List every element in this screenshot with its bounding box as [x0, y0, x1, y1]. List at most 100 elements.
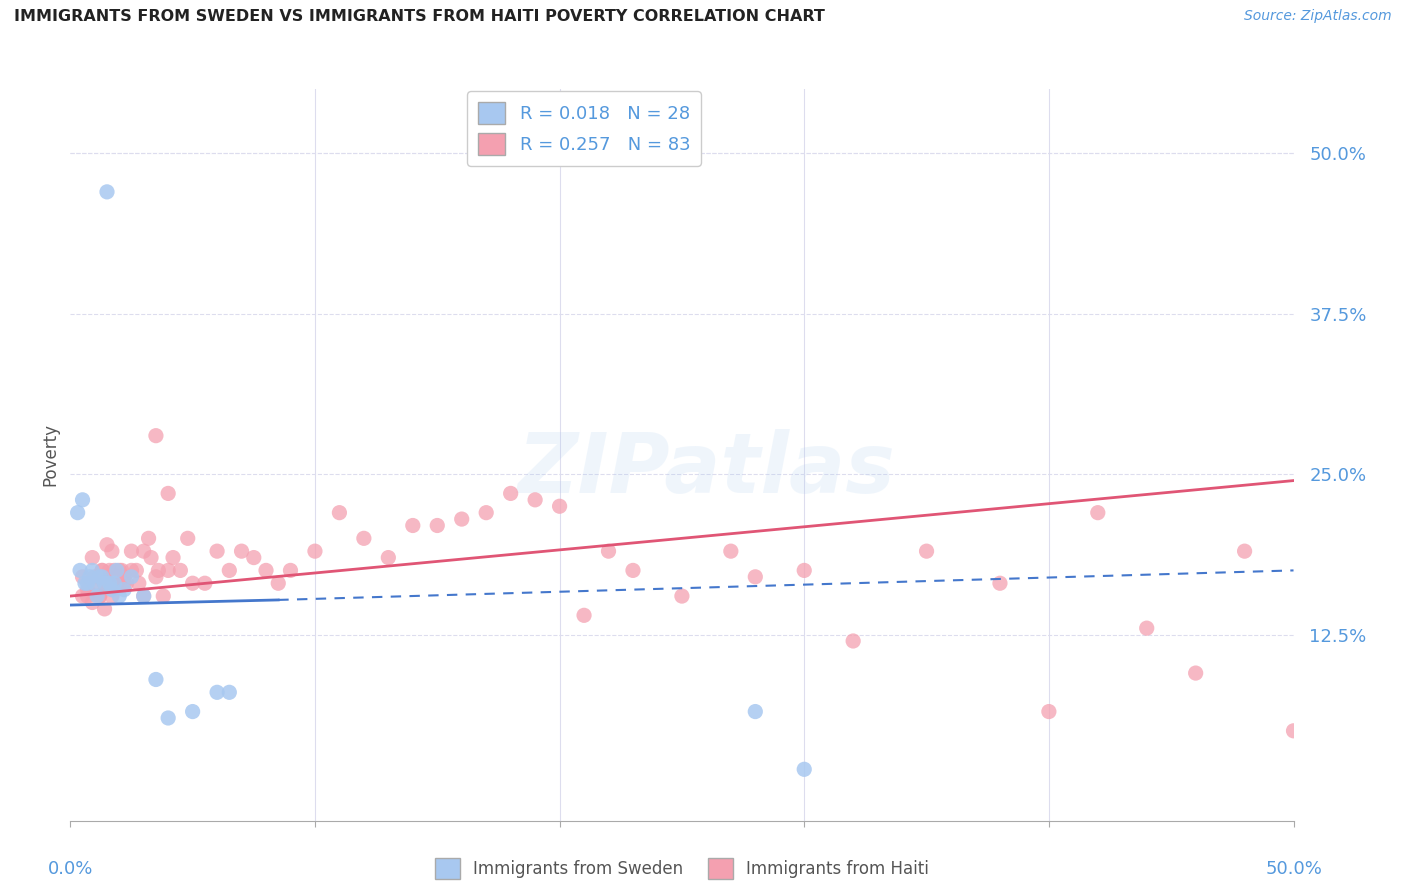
Point: [93, 602, 115, 616]
Text: ZIPatlas: ZIPatlas: [517, 429, 896, 510]
Point: [105, 570, 128, 584]
Point: [402, 518, 425, 533]
Point: [152, 589, 174, 603]
Point: [1087, 506, 1109, 520]
Point: [793, 762, 815, 776]
Point: [218, 563, 240, 577]
Point: [69, 563, 91, 577]
Point: [83, 582, 105, 597]
Point: [138, 532, 160, 546]
Point: [79, 570, 101, 584]
Point: [72, 492, 94, 507]
Point: [132, 544, 155, 558]
Point: [91, 570, 114, 584]
Text: 50.0%: 50.0%: [1265, 860, 1322, 878]
Point: [169, 563, 191, 577]
Point: [499, 486, 522, 500]
Point: [1184, 666, 1206, 681]
Point: [91, 563, 114, 577]
Point: [112, 570, 135, 584]
Point: [157, 486, 180, 500]
Point: [744, 705, 766, 719]
Point: [177, 532, 200, 546]
Point: [139, 550, 162, 565]
Point: [254, 563, 277, 577]
Point: [111, 563, 134, 577]
Point: [121, 544, 143, 558]
Point: [181, 576, 204, 591]
Point: [82, 595, 104, 609]
Point: [76, 589, 98, 603]
Point: [83, 576, 105, 591]
Point: [108, 589, 131, 603]
Point: [162, 550, 184, 565]
Point: [82, 550, 104, 565]
Point: [98, 576, 121, 591]
Point: [231, 544, 253, 558]
Point: [377, 550, 399, 565]
Point: [76, 582, 98, 597]
Point: [205, 685, 228, 699]
Point: [475, 506, 498, 520]
Point: [1282, 723, 1305, 738]
Point: [450, 512, 472, 526]
Point: [128, 576, 150, 591]
Point: [72, 589, 94, 603]
Point: [145, 428, 167, 442]
Legend: Immigrants from Sweden, Immigrants from Haiti: Immigrants from Sweden, Immigrants from …: [427, 852, 936, 886]
Point: [103, 563, 125, 577]
Y-axis label: Poverty: Poverty: [41, 424, 59, 486]
Point: [125, 563, 148, 577]
Point: [243, 550, 266, 565]
Point: [112, 582, 135, 597]
Point: [988, 576, 1011, 591]
Point: [89, 570, 111, 584]
Point: [145, 570, 167, 584]
Point: [1136, 621, 1159, 635]
Point: [793, 563, 815, 577]
Point: [194, 576, 217, 591]
Point: [328, 506, 350, 520]
Point: [103, 576, 125, 591]
Point: [98, 570, 121, 584]
Point: [205, 544, 228, 558]
Point: [86, 589, 108, 603]
Point: [148, 563, 170, 577]
Point: [353, 532, 375, 546]
Point: [621, 563, 644, 577]
Point: [76, 576, 98, 591]
Point: [103, 576, 125, 591]
Point: [101, 582, 124, 597]
Text: IMMIGRANTS FROM SWEDEN VS IMMIGRANTS FROM HAITI POVERTY CORRELATION CHART: IMMIGRANTS FROM SWEDEN VS IMMIGRANTS FRO…: [14, 9, 825, 24]
Point: [157, 563, 180, 577]
Point: [93, 576, 115, 591]
Point: [132, 589, 155, 603]
Point: [83, 570, 105, 584]
Point: [73, 576, 96, 591]
Point: [82, 563, 104, 577]
Point: [101, 544, 124, 558]
Point: [72, 570, 94, 584]
Text: Source: ZipAtlas.com: Source: ZipAtlas.com: [1244, 9, 1392, 23]
Point: [132, 589, 155, 603]
Point: [1233, 544, 1256, 558]
Point: [267, 576, 290, 591]
Point: [98, 563, 121, 577]
Point: [89, 589, 111, 603]
Point: [112, 576, 135, 591]
Point: [115, 576, 138, 591]
Point: [96, 576, 118, 591]
Point: [105, 576, 128, 591]
Point: [121, 563, 143, 577]
Point: [157, 711, 180, 725]
Point: [671, 589, 693, 603]
Point: [524, 492, 547, 507]
Point: [66, 506, 89, 520]
Point: [108, 563, 131, 577]
Point: [842, 634, 865, 648]
Point: [89, 589, 111, 603]
Point: [720, 544, 742, 558]
Point: [426, 518, 449, 533]
Point: [304, 544, 326, 558]
Point: [145, 673, 167, 687]
